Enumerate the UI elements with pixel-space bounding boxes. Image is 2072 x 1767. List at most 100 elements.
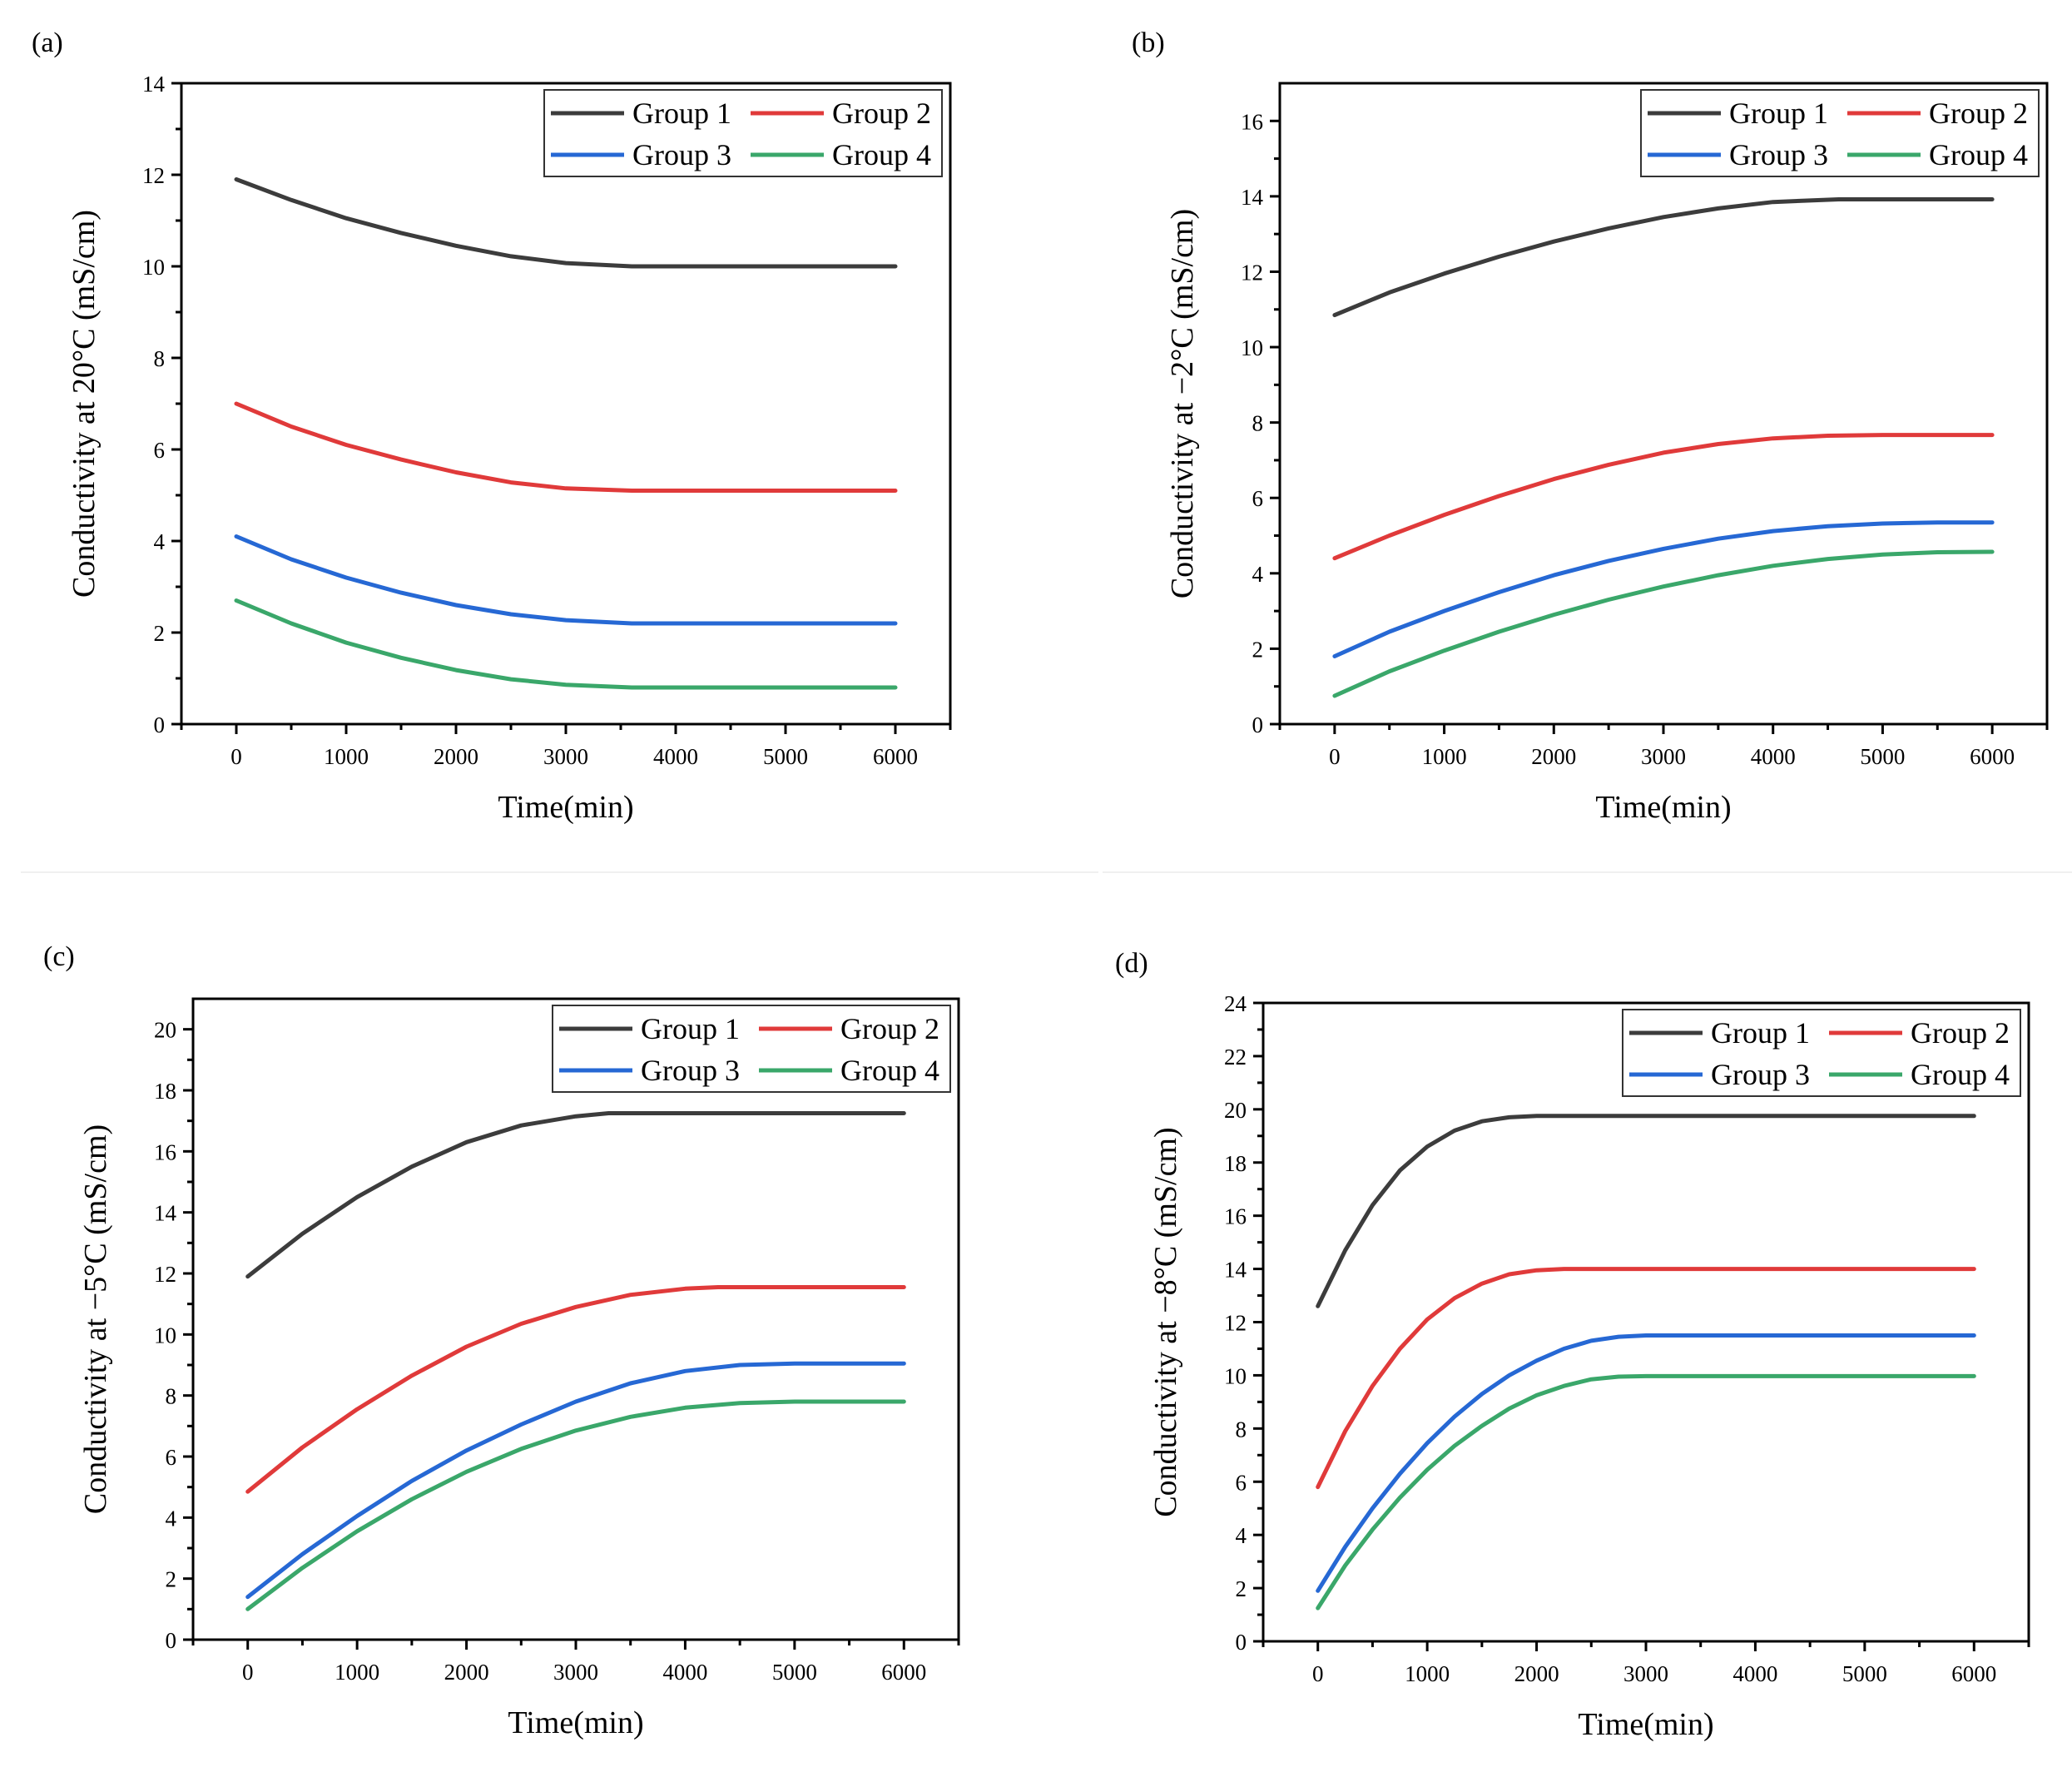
panel-c-x-tick-label: 5000	[772, 1660, 817, 1685]
panel-c-y-tick-label: 18	[154, 1079, 176, 1104]
panel-d-y-tick-label: 12	[1224, 1311, 1247, 1336]
panel-c-x-tick-label: 6000	[881, 1660, 926, 1685]
panel-a-series-group-2	[234, 401, 898, 493]
panel-d-legend-label-group-1: Group 1	[1711, 1016, 1810, 1050]
panel-d-label: (d)	[1115, 948, 1148, 979]
panel-a-x-tick-label: 3000	[543, 744, 588, 769]
panel-c-x-tick-label: 3000	[553, 1660, 598, 1685]
panel-c-legend-label-group-4: Group 4	[840, 1054, 939, 1087]
panel-d-x-tick-label: 1000	[1405, 1661, 1450, 1686]
panel-d-y-tick-label: 22	[1224, 1045, 1247, 1070]
panel-b-legend-label-group-3: Group 3	[1729, 138, 1828, 171]
panel-b-series-group-4	[1332, 549, 1995, 698]
panel-c-x-tick-label: 4000	[662, 1660, 707, 1685]
panel-d-x-axis-title: Time(min)	[1578, 1707, 1713, 1742]
panel-a-legend	[543, 89, 943, 177]
panel-d-series-group-3	[1316, 1333, 1976, 1593]
panel-b-series-group-1	[1332, 197, 1995, 318]
panel-d-legend	[1622, 1009, 2021, 1097]
panel-c-y-tick-label: 2	[166, 1567, 177, 1592]
panel-b-x-axis-title: Time(min)	[1595, 790, 1731, 825]
panel-c-legend-label-group-2: Group 2	[840, 1012, 939, 1045]
panel-c-legend	[552, 1005, 951, 1093]
panel-b-y-tick-label: 10	[1241, 335, 1263, 360]
panel-b-legend-label-group-2: Group 2	[1929, 97, 2028, 130]
panel-a-x-tick-label: 5000	[763, 744, 808, 769]
panel-d-y-tick-label: 2	[1236, 1576, 1247, 1601]
panel-c-series-group-2	[245, 1285, 906, 1494]
panel-c: (c) 0 1000 2000 3000 4000 5000 6000 0 2 4 6 8 10 12 14 1…	[43, 941, 960, 1740]
panel-a-y-tick-label: 2	[154, 621, 166, 646]
panel-d-x-tick-label: 4000	[1732, 1661, 1777, 1686]
panel-a-legend-label-group-2: Group 2	[832, 97, 931, 130]
panel-a-series-group-1	[234, 177, 898, 269]
panel-b-legend-label-group-4: Group 4	[1929, 138, 2028, 171]
panel-b-series-group-3	[1332, 520, 1995, 658]
panel-c-y-tick-label: 10	[154, 1323, 176, 1348]
panel-d-legend-label-group-4: Group 4	[1911, 1058, 2010, 1091]
panel-b-x-tick-label: 0	[1329, 744, 1341, 769]
panel-a-y-tick-label: 10	[142, 255, 165, 280]
panel-a-x-tick-label: 2000	[434, 744, 478, 769]
panel-a-x-tick-label: 0	[230, 744, 242, 769]
panel-d-y-tick-label: 8	[1236, 1417, 1247, 1442]
panel-b-legend-label-group-1: Group 1	[1729, 97, 1828, 130]
panel-a-y-tick-label: 12	[142, 163, 165, 188]
panel-a-y-tick-label: 14	[142, 72, 166, 97]
panel-b-series-group-2	[1332, 433, 1995, 561]
panel-d-series-group-2	[1316, 1267, 1976, 1490]
panel-b-y-tick-label: 4	[1252, 562, 1264, 587]
panel-c-y-tick-label: 6	[166, 1445, 177, 1470]
panel-d-y-tick-label: 10	[1224, 1363, 1247, 1388]
panel-b-y-tick-label: 16	[1241, 109, 1263, 134]
panel-d-y-tick-label: 24	[1224, 991, 1247, 1016]
panel-a-series-group-3	[234, 534, 898, 626]
panel-b-y-tick-label: 8	[1252, 411, 1264, 436]
panel-a-legend-label-group-3: Group 3	[632, 138, 731, 171]
panel-d-y-tick-label: 20	[1224, 1098, 1247, 1123]
panel-c-x-tick-label: 1000	[335, 1660, 379, 1685]
panel-c-y-tick-label: 12	[154, 1262, 176, 1287]
panel-c-series-group-4	[245, 1399, 906, 1611]
panel-c-y-tick-label: 0	[166, 1628, 177, 1653]
panel-d-y-tick-label: 0	[1236, 1630, 1247, 1655]
panel-d-x-tick-label: 0	[1312, 1661, 1324, 1686]
panel-d-y-tick-label: 16	[1224, 1204, 1247, 1229]
panel-b-y-tick-label: 14	[1241, 185, 1264, 210]
panel-a-x-tick-label: 6000	[873, 744, 918, 769]
panel-a: (a) 0 1000 2000 3000 4000 5000 6000 0 2 4 6 8 10 12 14 T…	[32, 27, 952, 825]
panel-b-x-tick-label: 3000	[1641, 744, 1686, 769]
panel-b-y-tick-label: 0	[1252, 712, 1264, 737]
panel-d-plot-frame	[1262, 1001, 2030, 1643]
panel-d: (d)0 1000 2000 3000 4000 5000 6000024681012141…	[1115, 948, 2030, 1742]
panel-d-y-tick-label: 4	[1236, 1523, 1247, 1548]
panel-d-legend-label-group-2: Group 2	[1911, 1016, 2010, 1050]
panel-d-series-group-4	[1316, 1373, 1976, 1611]
panel-c-x-axis-title: Time(min)	[508, 1705, 643, 1740]
panel-a-legend-label-group-1: Group 1	[632, 97, 731, 130]
panel-c-x-tick-label: 2000	[444, 1660, 489, 1685]
panel-a-legend-label-group-4: Group 4	[832, 138, 931, 171]
panel-c-y-tick-label: 14	[154, 1201, 177, 1226]
panel-d-legend-label-group-3: Group 3	[1711, 1058, 1810, 1091]
panel-a-y-tick-label: 8	[154, 346, 166, 371]
panel-a-y-axis-title: Conductivity at 20°C (mS/cm)	[67, 210, 102, 598]
panel-b-y-tick-label: 2	[1252, 637, 1264, 662]
panel-d-series-group-1	[1316, 1114, 1976, 1308]
panel-b-legend	[1640, 89, 2040, 177]
panel-a-label: (a)	[32, 27, 63, 58]
panel-a-y-tick-label: 4	[154, 529, 166, 554]
panel-a-x-axis-title: Time(min)	[498, 790, 633, 825]
panel-c-y-axis-title: Conductivity at −5°C (mS/cm)	[78, 1124, 113, 1514]
panel-a-series-group-4	[234, 598, 898, 690]
panel-c-series-group-1	[245, 1111, 906, 1279]
panel-c-y-tick-label: 20	[154, 1018, 176, 1043]
panel-c-y-tick-label: 16	[154, 1139, 176, 1164]
panel-d-x-tick-label: 5000	[1842, 1661, 1887, 1686]
panel-a-x-tick-label: 4000	[653, 744, 698, 769]
panel-c-legend-label-group-1: Group 1	[641, 1012, 740, 1045]
panel-b-x-tick-label: 1000	[1422, 744, 1467, 769]
panel-a-x-tick-label: 1000	[324, 744, 369, 769]
panel-d-x-tick-label: 6000	[1951, 1661, 1996, 1686]
